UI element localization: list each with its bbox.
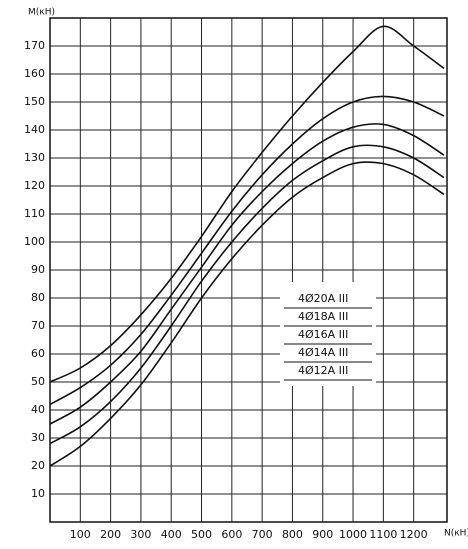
y-tick-label: 50 <box>31 375 45 388</box>
y-tick-label: 10 <box>31 487 45 500</box>
y-tick-label: 150 <box>24 95 45 108</box>
y-tick-label: 40 <box>31 403 45 416</box>
y-tick-label: 100 <box>24 235 45 248</box>
x-tick-label: 800 <box>282 528 303 541</box>
y-tick-label: 160 <box>24 67 45 80</box>
x-tick-label: 900 <box>312 528 333 541</box>
y-tick-label: 140 <box>24 123 45 136</box>
x-tick-label: 300 <box>130 528 151 541</box>
legend-label: 4Ø18A III <box>298 310 348 323</box>
x-tick-label: 1000 <box>339 528 367 541</box>
x-tick-label: 500 <box>191 528 212 541</box>
x-tick-label: 1200 <box>400 528 428 541</box>
y-tick-label: 30 <box>31 431 45 444</box>
x-tick-label: 700 <box>252 528 273 541</box>
curve <box>49 95 445 406</box>
x-tick-label: 200 <box>100 528 121 541</box>
curve <box>49 161 445 467</box>
legend-label: 4Ø14A III <box>298 346 348 359</box>
x-tick-label: 400 <box>161 528 182 541</box>
legend-box <box>280 282 376 386</box>
x-axis-label: N(кН) <box>444 529 468 539</box>
legend-label: 4Ø20A III <box>298 292 348 305</box>
curve <box>49 123 445 425</box>
curve <box>49 25 445 383</box>
curve <box>49 144 445 445</box>
y-tick-label: 70 <box>31 319 45 332</box>
y-axis-label: M(кН) <box>28 8 55 18</box>
y-tick-label: 170 <box>24 39 45 52</box>
x-tick-label: 100 <box>70 528 91 541</box>
y-tick-label: 110 <box>24 207 45 220</box>
y-tick-label: 130 <box>24 151 45 164</box>
legend-label: 4Ø12A III <box>298 364 348 377</box>
x-tick-label: 600 <box>221 528 242 541</box>
y-tick-label: 60 <box>31 347 45 360</box>
y-tick-label: 90 <box>31 263 45 276</box>
legend-label: 4Ø16A III <box>298 328 348 341</box>
y-tick-label: 80 <box>31 291 45 304</box>
x-tick-label: 1100 <box>369 528 397 541</box>
y-tick-label: 20 <box>31 459 45 472</box>
y-tick-label: 120 <box>24 179 45 192</box>
